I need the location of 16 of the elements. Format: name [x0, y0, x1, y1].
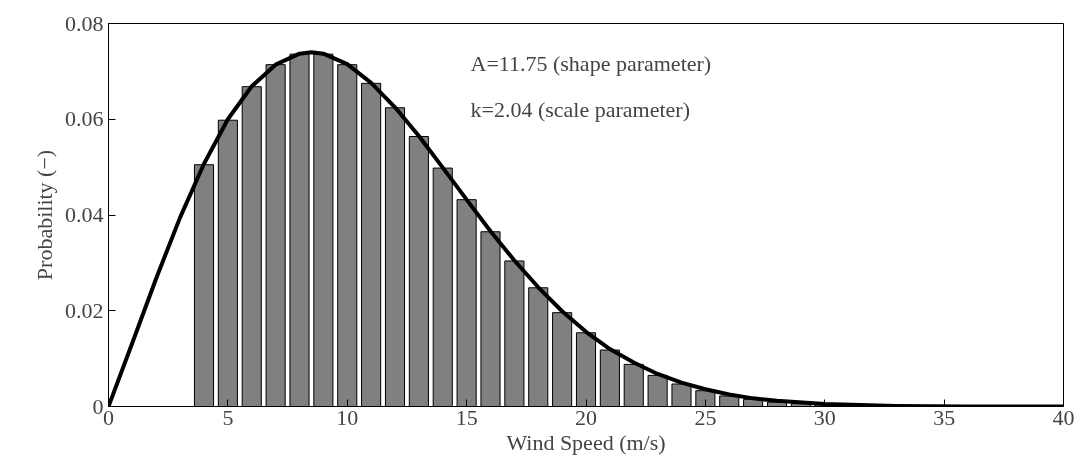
x-tick-label: 25 [694, 404, 717, 430]
y-tick-label: 0.04 [65, 202, 104, 227]
x-tick-label: 20 [575, 404, 597, 430]
y-tick-label: 0.08 [65, 10, 104, 36]
x-axis-title: Wind Speed (m/s) [506, 429, 666, 455]
x-tick-label: 35 [933, 404, 956, 430]
y-axis-title: Probability (−) [32, 149, 57, 281]
x-tick-label: 40 [1052, 404, 1075, 430]
annotation: k=2.04 (scale parameter) [470, 97, 690, 122]
x-tick-label: 10 [336, 404, 359, 430]
x-tick-label: 15 [455, 404, 478, 430]
y-tick-label: 0.06 [65, 106, 104, 132]
x-tick-label: 30 [813, 404, 836, 430]
y-tick-label: 0.02 [65, 297, 104, 323]
x-tick-label: 5 [222, 404, 234, 430]
annotation: A=11.75 (shape parameter) [470, 51, 712, 76]
